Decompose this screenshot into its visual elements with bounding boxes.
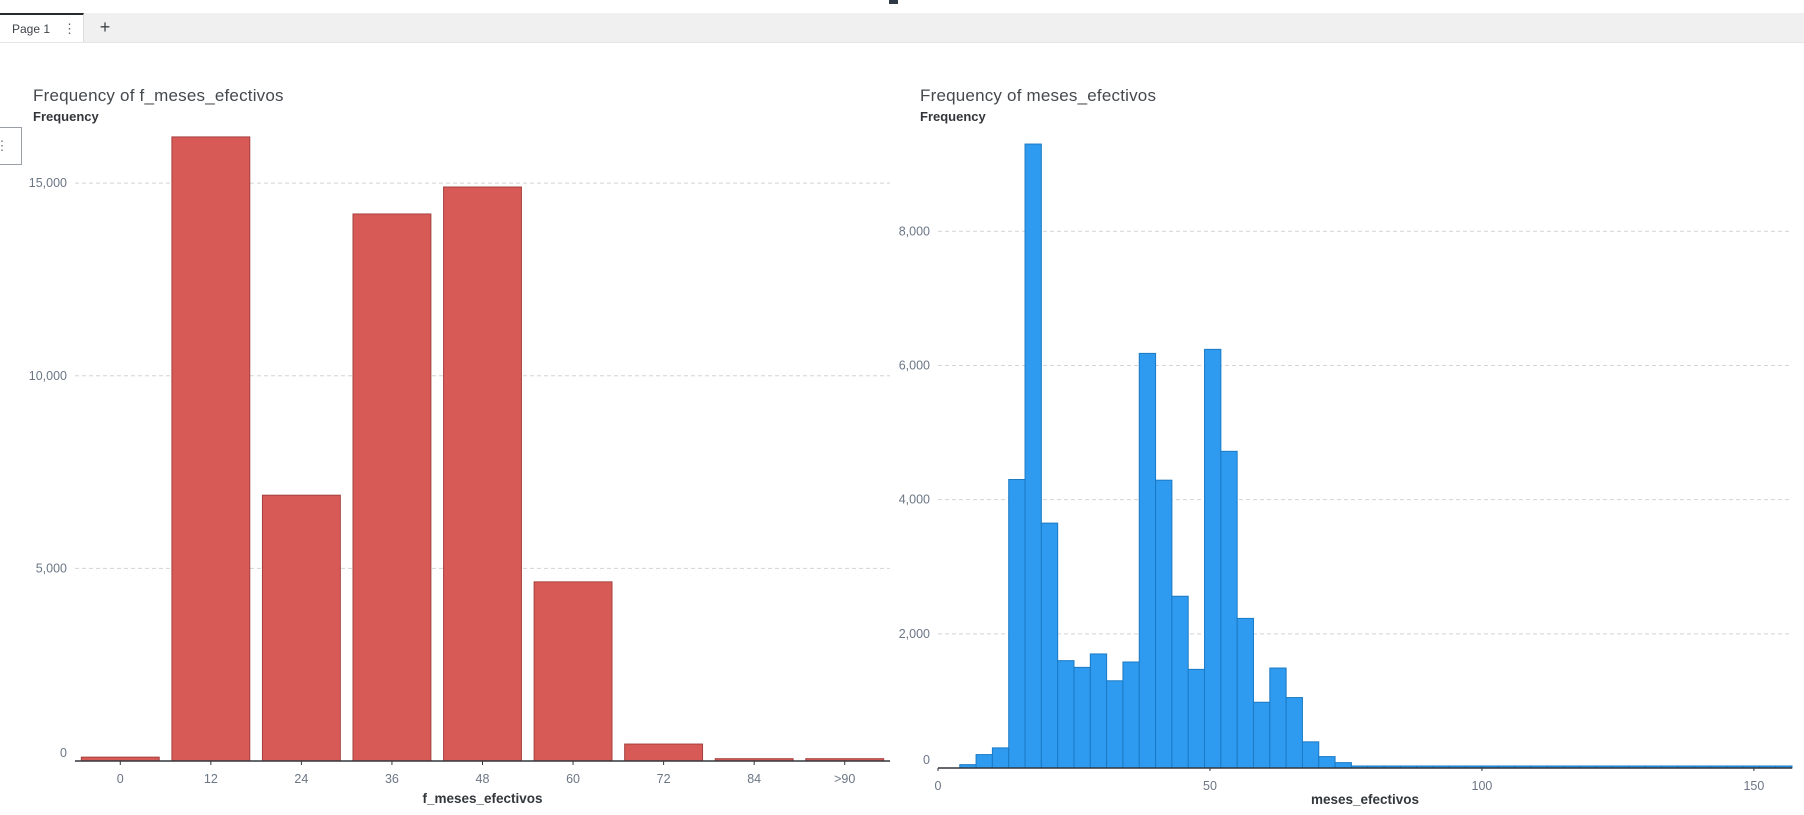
y-axis-title: Frequency [33, 109, 99, 124]
histogram-bin-7[interactable] [1073, 666, 1091, 769]
y-tick-label: 10,000 [29, 369, 67, 383]
x-tick-label: 150 [1743, 779, 1764, 793]
y-tick-label: 6,000 [899, 358, 930, 372]
x-tick-label: 72 [657, 772, 671, 786]
x-tick-label: 84 [747, 772, 761, 786]
x-tick-label: >90 [834, 772, 855, 786]
histogram-bin-3[interactable] [1008, 479, 1026, 769]
cropped-toolbar-fragment [889, 0, 898, 4]
x-tick-label: 0 [117, 772, 124, 786]
y-tick-label: 2,000 [899, 627, 930, 641]
left-panel-flyout-handle[interactable]: ⋮ [0, 127, 22, 165]
histogram-bin-11[interactable] [1138, 352, 1157, 769]
x-tick-label: 36 [385, 772, 399, 786]
chart-title: Frequency of meses_efectivos [920, 86, 1157, 105]
bar-24[interactable] [261, 494, 341, 762]
histogram-bin-4[interactable] [1024, 143, 1042, 769]
bar-12[interactable] [171, 136, 251, 762]
x-tick-label: 0 [935, 779, 942, 793]
y-axis-title: Frequency [920, 109, 986, 124]
x-tick-label: 50 [1203, 779, 1217, 793]
x-axis-title: meses_efectivos [1311, 792, 1419, 807]
chart-f-meses-efectivos: Frequency of f_meses_efectivos Frequency… [20, 78, 900, 813]
histogram-bin-19[interactable] [1269, 667, 1287, 769]
histogram-bin-12[interactable] [1155, 479, 1173, 769]
histogram-bin-23[interactable] [1334, 762, 1352, 769]
histogram-bin-1[interactable] [975, 754, 993, 769]
y-tick-label: 0 [60, 746, 67, 760]
histogram-bin-17[interactable] [1236, 617, 1254, 769]
plus-icon: + [99, 17, 111, 37]
histogram-bin-21[interactable] [1301, 741, 1320, 769]
histogram-bin-2[interactable] [991, 747, 1010, 769]
histogram-bin-14[interactable] [1187, 668, 1206, 769]
bar-chart-svg[interactable]: 0 5,000 10,000 15,000 0 12 24 36 48 60 72 84 >90 f_me… [20, 125, 900, 813]
kebab-handle-icon: ⋮ [0, 138, 9, 153]
x-tick-label: 60 [566, 772, 580, 786]
y-tick-label: 8,000 [899, 224, 930, 238]
bar-36[interactable] [352, 213, 432, 762]
x-tick-label: 24 [294, 772, 308, 786]
histogram-bin-18[interactable] [1252, 701, 1271, 769]
bar-48[interactable] [443, 186, 522, 762]
histogram-chart-svg[interactable]: 0 2,000 4,000 6,000 8,000 0 50 100 150 meses_efec… [880, 125, 1804, 813]
tab-kebab-menu-icon[interactable]: ⋮ [63, 21, 76, 36]
y-tick-label: 15,000 [29, 176, 67, 190]
x-tick-label: 48 [476, 772, 490, 786]
x-tick-label: 12 [204, 772, 218, 786]
histogram-bin-22[interactable] [1318, 756, 1336, 769]
chart-title: Frequency of f_meses_efectivos [33, 86, 284, 105]
top-strip [0, 0, 1804, 13]
bar-72[interactable] [624, 743, 704, 762]
histogram-bin-20[interactable] [1285, 697, 1303, 769]
y-tick-label: 0 [923, 753, 930, 767]
tab-page-1[interactable]: Page 1 ⋮ [0, 13, 84, 42]
tab-page-1-label: Page 1 [12, 21, 51, 36]
bar-60[interactable] [533, 581, 613, 762]
y-tick-label: 5,000 [36, 561, 67, 575]
histogram-bin-15[interactable] [1204, 348, 1222, 769]
histogram-bin-10[interactable] [1122, 661, 1140, 769]
histogram-bin-9[interactable] [1106, 680, 1124, 769]
histogram-bin-5[interactable] [1040, 522, 1059, 769]
chart-meses-efectivos: Frequency of meses_efectivos Frequency 0… [880, 78, 1804, 813]
histogram-bin-13[interactable] [1171, 595, 1189, 769]
x-axis-title: f_meses_efectivos [422, 791, 542, 806]
histogram-bin-16[interactable] [1220, 450, 1238, 769]
x-tick-label: 100 [1472, 779, 1493, 793]
histogram-bin-8[interactable] [1089, 653, 1108, 769]
y-tick-label: 4,000 [899, 493, 930, 507]
histogram-bin-6[interactable] [1057, 660, 1075, 769]
add-page-button[interactable]: + [90, 13, 120, 42]
page-tab-bar: Page 1 ⋮ + [0, 13, 1804, 43]
